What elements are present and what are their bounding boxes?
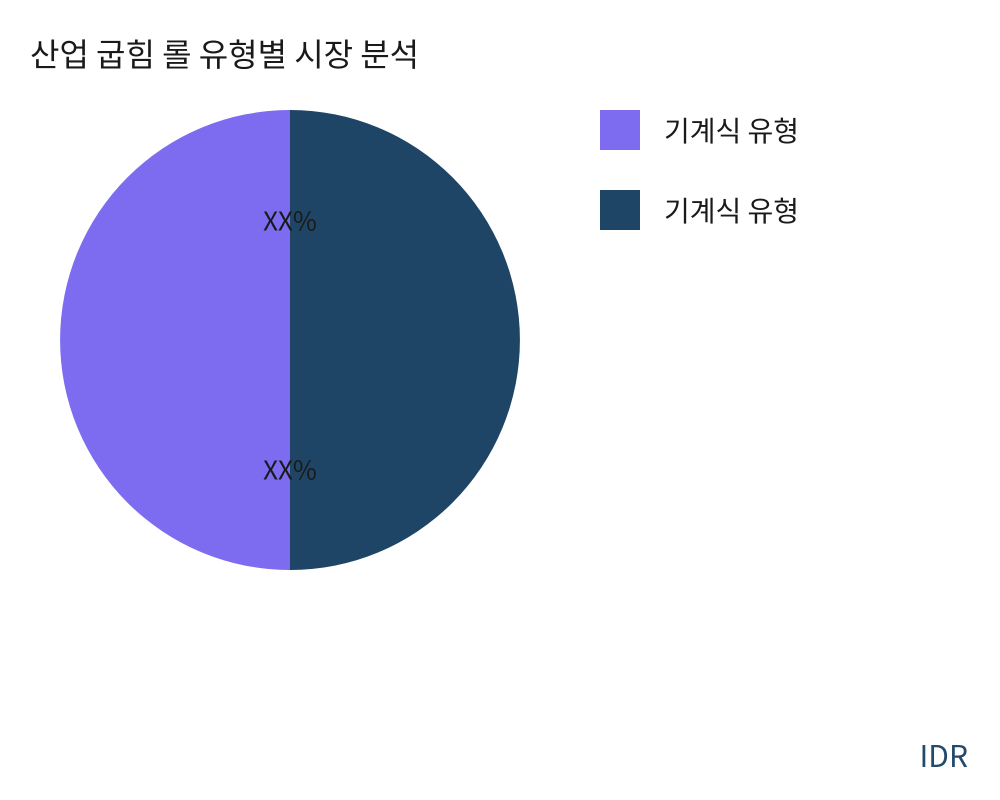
legend-label-0: 기계식 유형	[664, 110, 799, 150]
legend-item-1: 기계식 유형	[600, 190, 799, 230]
pie-slice-label-1: XX%	[263, 450, 317, 487]
pie-slice-0	[290, 110, 520, 570]
pie-chart	[60, 110, 520, 570]
legend-label-1: 기계식 유형	[664, 190, 799, 230]
pie-chart-container: XX% XX%	[60, 110, 520, 570]
legend-item-0: 기계식 유형	[600, 110, 799, 150]
legend-swatch-0	[600, 110, 640, 150]
legend-swatch-1	[600, 190, 640, 230]
watermark: IDR	[920, 732, 968, 776]
pie-slice-label-0: XX%	[263, 202, 317, 239]
legend: 기계식 유형기계식 유형	[600, 110, 799, 270]
chart-title: 산업 굽힘 롤 유형별 시장 분석	[30, 30, 419, 76]
pie-slice-1	[60, 110, 290, 570]
